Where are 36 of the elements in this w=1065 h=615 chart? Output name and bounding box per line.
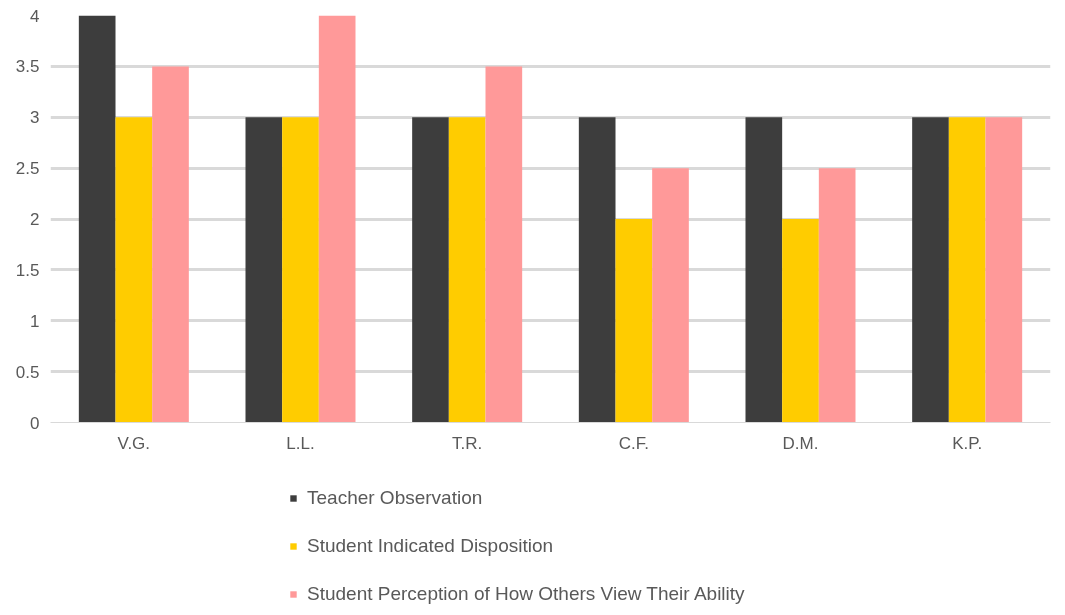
y-tick-label: 0.5 — [15, 362, 40, 382]
y-tick-label: 1 — [30, 311, 40, 331]
bar — [948, 117, 986, 423]
y-tick-label: 3 — [30, 108, 40, 128]
y-tick-label: 3.5 — [15, 57, 40, 77]
bar — [485, 66, 523, 423]
bar — [578, 117, 616, 423]
bar — [615, 219, 653, 423]
bar — [448, 117, 486, 423]
y-tick-label: 2.5 — [15, 159, 40, 179]
y-tick-label: 0 — [30, 413, 40, 433]
x-tick-label: L.L. — [286, 433, 315, 453]
bar — [745, 117, 783, 423]
x-tick-label: K.P. — [952, 433, 983, 453]
y-tick-label: 2 — [30, 210, 40, 229]
bar — [782, 219, 819, 423]
bar — [912, 117, 949, 423]
legend-label: Student Indicated Disposition — [307, 535, 554, 557]
legend-label: Teacher Observation — [307, 487, 483, 509]
bar — [78, 15, 116, 423]
x-tick-label: V.G. — [117, 433, 151, 453]
x-tick-label: D.M. — [782, 433, 819, 453]
bar — [818, 168, 856, 423]
bar — [282, 117, 319, 423]
bar — [152, 66, 189, 423]
bar — [412, 117, 449, 423]
y-tick-label: 4 — [30, 6, 40, 26]
x-tick-label: T.R. — [452, 433, 483, 453]
x-tick-label: C.F. — [618, 433, 649, 453]
bar — [985, 117, 1023, 423]
legend-label: Student Perception of How Others View Their Ability — [307, 583, 745, 605]
y-tick-label: 1.5 — [15, 260, 40, 280]
bar — [652, 168, 689, 423]
bar — [115, 117, 153, 423]
bar — [245, 117, 283, 423]
bar — [318, 15, 356, 423]
